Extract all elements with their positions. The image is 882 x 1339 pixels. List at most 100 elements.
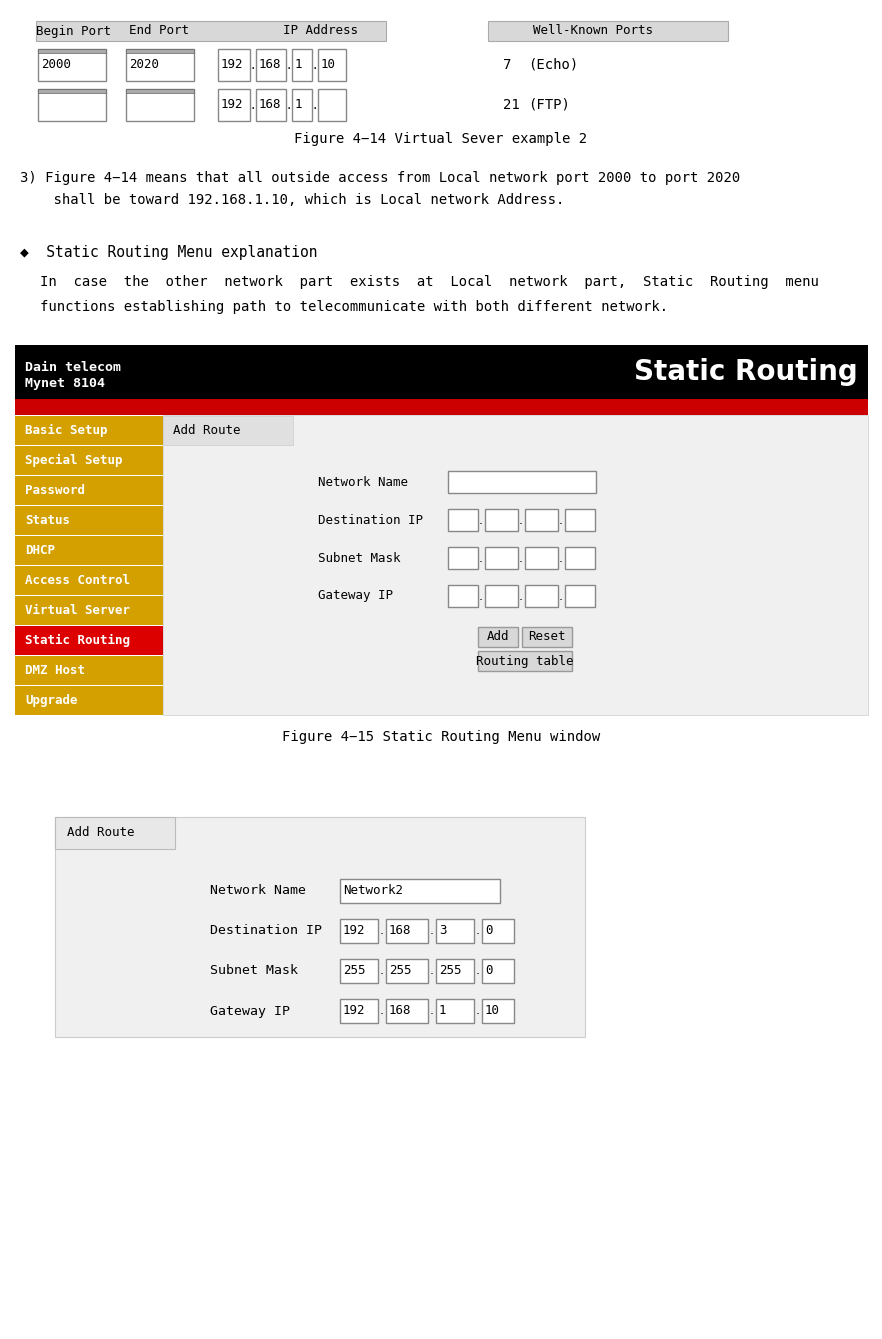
Text: Add: Add bbox=[487, 631, 509, 644]
Bar bbox=[55, 817, 175, 849]
Bar bbox=[482, 959, 514, 983]
Bar bbox=[525, 509, 558, 532]
Text: .: . bbox=[519, 589, 523, 603]
Text: 2020: 2020 bbox=[129, 59, 159, 71]
Bar bbox=[448, 471, 596, 493]
Bar bbox=[15, 506, 163, 536]
Bar bbox=[218, 50, 250, 80]
Text: .: . bbox=[380, 924, 384, 937]
Text: .: . bbox=[287, 58, 291, 72]
Bar bbox=[482, 999, 514, 1023]
Text: shall be toward 192.168.1.10, which is Local network Address.: shall be toward 192.168.1.10, which is L… bbox=[20, 193, 564, 208]
Text: Password: Password bbox=[25, 483, 85, 497]
Text: 168: 168 bbox=[259, 99, 281, 111]
Bar bbox=[340, 999, 378, 1023]
Bar bbox=[565, 509, 595, 532]
Bar bbox=[15, 446, 163, 475]
Text: 255: 255 bbox=[439, 964, 461, 977]
Text: In  case  the  other  network  part  exists  at  Local  network  part,  Static  : In case the other network part exists at… bbox=[40, 274, 818, 289]
Text: 255: 255 bbox=[343, 964, 365, 977]
Text: Destination IP: Destination IP bbox=[318, 513, 423, 526]
Text: .: . bbox=[559, 552, 563, 565]
Text: Gateway IP: Gateway IP bbox=[318, 589, 393, 603]
Text: .: . bbox=[313, 58, 318, 72]
Text: Access Control: Access Control bbox=[25, 574, 130, 586]
Text: Gateway IP: Gateway IP bbox=[210, 1004, 290, 1018]
Text: DHCP: DHCP bbox=[25, 544, 55, 557]
Text: Static Routing: Static Routing bbox=[634, 358, 858, 386]
Bar bbox=[163, 416, 293, 445]
Text: 255: 255 bbox=[389, 964, 412, 977]
Bar bbox=[15, 686, 163, 715]
Bar bbox=[126, 50, 194, 80]
Text: .: . bbox=[479, 552, 483, 565]
Bar bbox=[448, 585, 478, 607]
Bar bbox=[488, 21, 728, 42]
Bar bbox=[318, 50, 346, 80]
Text: functions establishing path to telecommunicate with both different network.: functions establishing path to telecommu… bbox=[40, 300, 669, 315]
Text: 168: 168 bbox=[259, 59, 281, 71]
Text: Dain telecom: Dain telecom bbox=[25, 362, 121, 374]
Bar bbox=[38, 88, 106, 121]
Bar bbox=[478, 627, 518, 647]
Text: .: . bbox=[559, 513, 563, 526]
Text: DMZ Host: DMZ Host bbox=[25, 664, 85, 678]
Bar bbox=[218, 88, 250, 121]
Bar bbox=[38, 50, 106, 54]
Text: 168: 168 bbox=[389, 1004, 412, 1018]
Bar bbox=[126, 88, 194, 92]
Text: .: . bbox=[476, 964, 480, 977]
Text: .: . bbox=[251, 58, 256, 72]
Text: Upgrade: Upgrade bbox=[25, 694, 78, 707]
Text: Network Name: Network Name bbox=[210, 885, 306, 897]
Text: .: . bbox=[287, 98, 291, 112]
Text: .: . bbox=[476, 1004, 480, 1018]
Bar bbox=[485, 585, 518, 607]
Bar bbox=[436, 999, 474, 1023]
Text: 192: 192 bbox=[343, 924, 365, 937]
Bar bbox=[436, 959, 474, 983]
Text: 1: 1 bbox=[295, 99, 303, 111]
Text: .: . bbox=[313, 98, 318, 112]
Text: Routing table: Routing table bbox=[476, 655, 574, 668]
Text: Special Setup: Special Setup bbox=[25, 454, 123, 467]
Text: 21: 21 bbox=[503, 98, 519, 112]
Bar bbox=[485, 548, 518, 569]
Text: .: . bbox=[380, 1004, 384, 1018]
Text: Add Route: Add Route bbox=[173, 424, 241, 437]
Text: 0: 0 bbox=[485, 964, 492, 977]
Bar bbox=[386, 919, 428, 943]
Text: Destination IP: Destination IP bbox=[210, 924, 322, 937]
Text: 1: 1 bbox=[295, 59, 303, 71]
Bar bbox=[448, 509, 478, 532]
Bar bbox=[340, 959, 378, 983]
Bar bbox=[126, 50, 194, 54]
Text: Subnet Mask: Subnet Mask bbox=[210, 964, 298, 977]
Bar bbox=[163, 415, 868, 715]
Bar bbox=[522, 627, 572, 647]
Bar bbox=[55, 817, 585, 1036]
Text: Virtual Server: Virtual Server bbox=[25, 604, 130, 617]
Text: 3: 3 bbox=[439, 924, 446, 937]
Text: ◆  Static Routing Menu explanation: ◆ Static Routing Menu explanation bbox=[20, 245, 318, 260]
Bar bbox=[292, 50, 312, 80]
Bar bbox=[436, 919, 474, 943]
Bar bbox=[478, 651, 572, 671]
Bar bbox=[15, 536, 163, 565]
Text: Mynet 8104: Mynet 8104 bbox=[25, 378, 105, 390]
Bar bbox=[318, 88, 346, 121]
Text: Subnet Mask: Subnet Mask bbox=[318, 552, 400, 565]
Text: .: . bbox=[476, 924, 480, 937]
Text: Status: Status bbox=[25, 514, 70, 528]
Bar bbox=[448, 548, 478, 569]
Bar bbox=[256, 88, 286, 121]
Bar bbox=[15, 627, 163, 655]
Bar bbox=[126, 88, 194, 121]
Text: .: . bbox=[380, 964, 384, 977]
Text: .: . bbox=[519, 513, 523, 526]
Text: 0: 0 bbox=[485, 924, 492, 937]
Text: Begin Port: Begin Port bbox=[35, 24, 110, 37]
Bar bbox=[15, 656, 163, 686]
Bar bbox=[15, 416, 163, 445]
Text: 2000: 2000 bbox=[41, 59, 71, 71]
